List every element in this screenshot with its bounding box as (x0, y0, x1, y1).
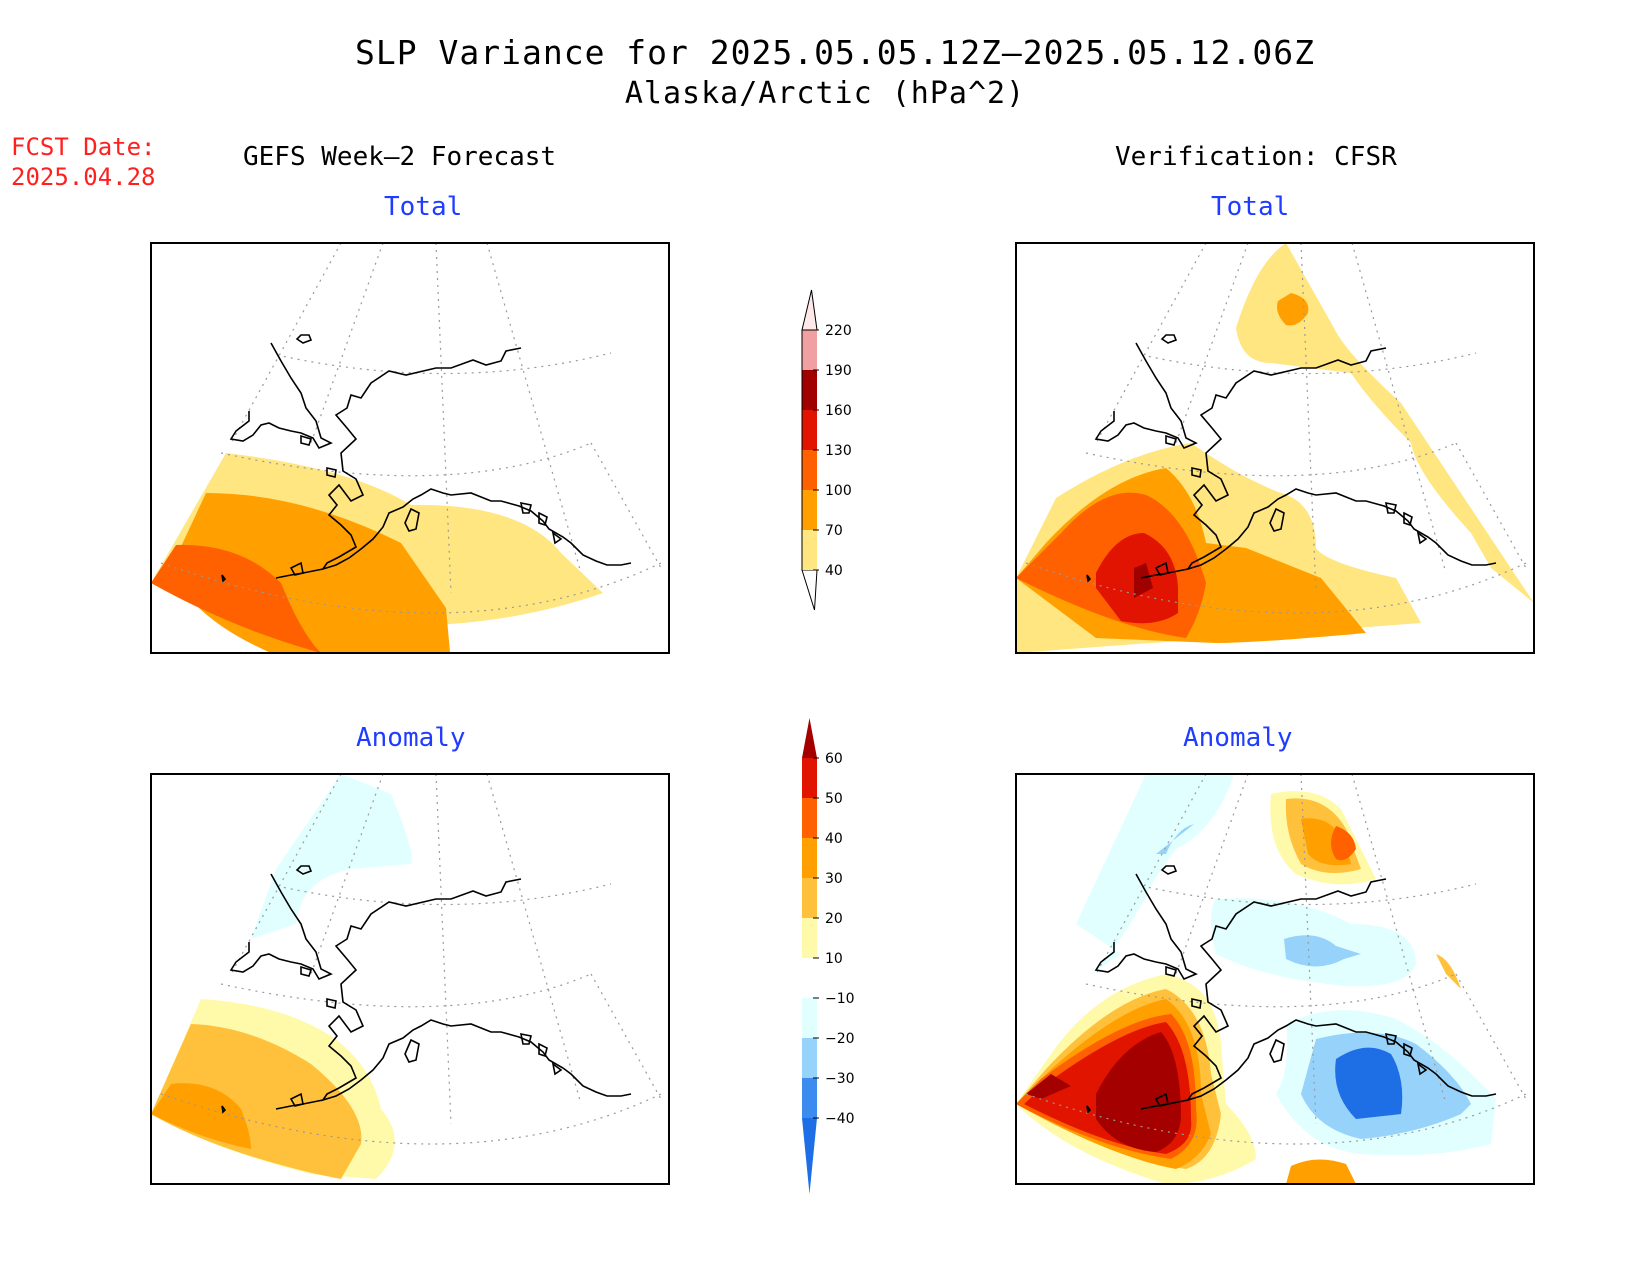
colorbar-segment (802, 798, 817, 838)
forecast-total-label: Total (384, 192, 463, 222)
forecast-anomaly-map (150, 773, 670, 1185)
map-frame (1015, 242, 1535, 654)
total-shading-40-70 (1236, 243, 1534, 603)
forecast-total-map (150, 242, 670, 654)
total-shading-100-130 (151, 544, 321, 653)
colorbar-tick-label: 30 (825, 871, 843, 887)
colorbar-segment (802, 490, 817, 530)
anomaly-shading-20-30 (1436, 954, 1461, 989)
colorbar-tick-label: −30 (825, 1071, 855, 1087)
colorbar-segment (802, 330, 817, 370)
fcst-date-label: FCST Date: (11, 133, 156, 161)
colorbar-tick-label: 20 (825, 911, 843, 927)
total-shading-70-100 (1277, 293, 1309, 326)
colorbar-tick-label: 190 (825, 363, 852, 379)
colorbar-tick-label: 100 (825, 483, 852, 499)
figure-subtitle: Alaska/Arctic (hPa^2) (624, 76, 1026, 111)
colorbar-tick-label: 10 (825, 951, 843, 967)
anomaly-shading-30-40 (1286, 1159, 1356, 1184)
colorbar-segment (802, 918, 817, 958)
colorbar-segment (802, 1078, 817, 1118)
colorbar-segment (802, 1118, 817, 1194)
map-frame (150, 242, 670, 654)
colorbar-segment (802, 450, 817, 490)
colorbar-segment (802, 530, 817, 570)
colorbar-tick-label: 70 (825, 523, 843, 539)
anomaly-shading-above-60 (1096, 1032, 1181, 1152)
colorbar-tick-label: 220 (825, 323, 852, 339)
anomaly-shading-neg20-neg30 (1156, 824, 1194, 854)
verification-anomaly-label: Anomaly (1183, 723, 1293, 753)
anomaly-shading-neg10-neg20 (1076, 774, 1234, 974)
anomaly-shading-20-30 (151, 1024, 362, 1179)
map-frame (150, 773, 670, 1185)
colorbar-tick-label: 40 (825, 563, 843, 579)
colorbar-tick-label: 40 (825, 831, 843, 847)
anomaly-shading-neg10-neg20 (251, 774, 412, 939)
colorbar-tick-label: −10 (825, 991, 855, 1007)
colorbar-segment (801, 289, 818, 331)
colorbar-tick-label: −20 (825, 1031, 855, 1047)
map-frame (1015, 773, 1535, 1185)
colorbar-tick-label: 130 (825, 443, 852, 459)
colorbar-segment (802, 878, 817, 918)
verification-column-title: Verification: CFSR (1115, 142, 1397, 172)
colorbar-segment (802, 998, 817, 1038)
colorbar-segment (802, 1038, 817, 1078)
forecast-column-title: GEFS Week–2 Forecast (243, 142, 557, 172)
colorbar-tick-label: 160 (825, 403, 852, 419)
anomaly-shading-neg20-neg30 (1284, 935, 1361, 967)
colorbar-segment (802, 370, 817, 410)
colorbar-tick-label: 60 (825, 751, 843, 767)
anomaly-colorbar: −40 −30 −20 −10 10 20 30 40 50 60 (802, 718, 855, 1194)
total-colorbar: 40 70 100 130 160 190 220 (801, 289, 852, 611)
verification-total-map (1015, 242, 1535, 654)
anomaly-shading-40-50 (1331, 826, 1356, 861)
colorbar-segment (802, 718, 817, 758)
anomaly-shading-30-40 (151, 1083, 251, 1149)
figure-title: SLP Variance for 2025.05.05.12Z–2025.05.… (355, 33, 1315, 72)
anomaly-shading-neg30-neg40 (1335, 1047, 1403, 1119)
verification-total-label: Total (1211, 192, 1290, 222)
total-shading-160-190 (1134, 563, 1153, 598)
colorbar-segment (802, 410, 817, 450)
forecast-anomaly-label: Anomaly (356, 723, 466, 753)
colorbar-tick-label: −40 (825, 1111, 855, 1127)
verification-anomaly-map (1015, 773, 1535, 1185)
colorbar-segment (801, 569, 818, 611)
fcst-date-value: 2025.04.28 (11, 163, 156, 191)
colorbar-segment (802, 838, 817, 878)
colorbar-tick-label: 50 (825, 791, 843, 807)
anomaly-shading-above-60 (1026, 1074, 1071, 1099)
colorbar-segment (802, 958, 817, 998)
colorbar-segment (802, 758, 817, 798)
